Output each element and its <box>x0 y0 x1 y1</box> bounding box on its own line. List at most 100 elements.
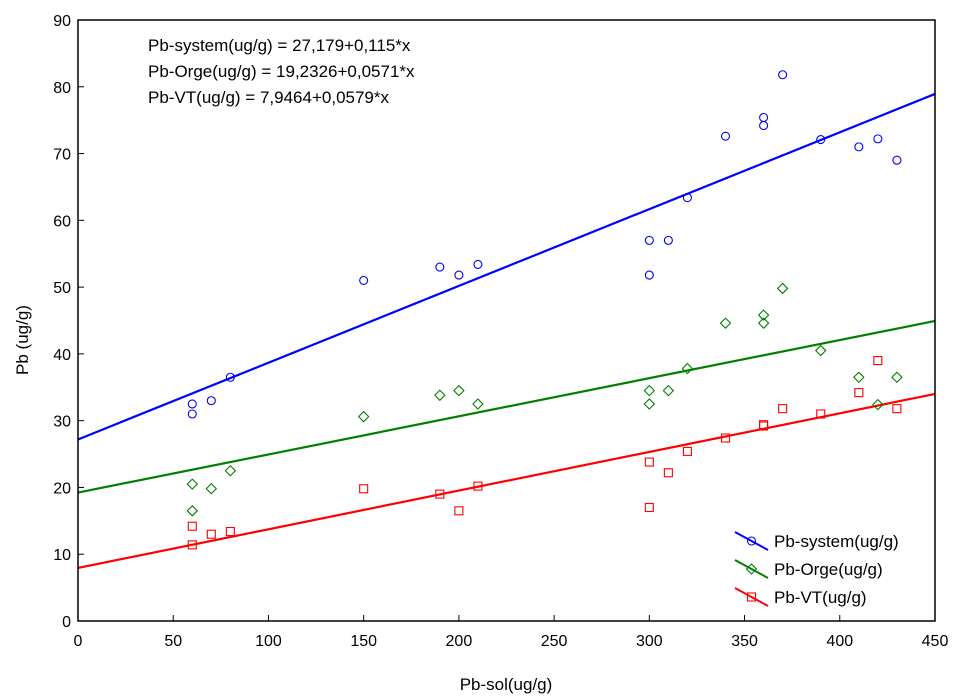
x-tick-label-5: 250 <box>541 633 568 650</box>
data-point-s1-16 <box>814 344 827 357</box>
y-tick-label-0: 0 <box>62 614 71 631</box>
data-point-s2-1 <box>187 540 197 550</box>
data-point-s1-3 <box>224 464 237 477</box>
regression-line-0 <box>77 92 936 441</box>
data-point-s0-14 <box>759 120 769 131</box>
data-point-s0-2 <box>206 396 216 406</box>
data-point-s0-10 <box>663 235 673 245</box>
data-point-s1-14 <box>757 317 770 329</box>
x-tick-label-4: 200 <box>446 633 473 650</box>
y-axis-ticks: 0 10 20 30 40 50 60 70 80 90 <box>53 13 84 631</box>
data-point-s0-18 <box>873 134 883 144</box>
data-point-s0-13 <box>759 112 769 123</box>
data-point-s2-3 <box>225 526 235 537</box>
data-point-s1-15 <box>776 282 789 295</box>
x-tick-label-1: 50 <box>164 633 182 650</box>
x-tick-label-9: 450 <box>922 633 949 650</box>
y-tick-label-7: 70 <box>53 147 71 164</box>
regression-line-2 <box>77 392 936 570</box>
y-axis-label: Pb (ug/g) <box>13 305 32 375</box>
x-axis-label: Pb-sol(ug/g) <box>460 675 553 694</box>
legend-line-0 <box>734 531 769 551</box>
data-point-s1-17 <box>853 371 865 384</box>
data-point-s2-5 <box>435 489 445 499</box>
data-point-s2-8 <box>644 457 654 467</box>
data-point-s1-4 <box>357 410 370 423</box>
data-point-s1-7 <box>472 398 484 410</box>
data-point-s2-6 <box>454 506 464 516</box>
legend-marker-2 <box>746 592 757 602</box>
data-point-s1-12 <box>719 317 732 329</box>
data-point-s0-16 <box>816 134 826 145</box>
y-tick-label-8: 80 <box>53 80 71 97</box>
y-tick-label-1: 10 <box>53 547 71 564</box>
data-point-s0-8 <box>644 235 654 245</box>
data-point-s2-17 <box>854 388 864 398</box>
y-tick-label-5: 50 <box>53 280 71 297</box>
data-point-s2-11 <box>682 446 692 456</box>
data-point-s1-2 <box>205 483 218 495</box>
data-point-s2-12 <box>720 433 731 443</box>
legend-line-1 <box>734 559 769 579</box>
data-point-s1-19 <box>891 371 903 384</box>
y-tick-label-4: 40 <box>53 347 71 364</box>
x-tick-label-3: 150 <box>350 633 377 650</box>
y-tick-label-3: 30 <box>53 414 71 431</box>
data-point-s2-16 <box>816 409 826 419</box>
legend-line-2 <box>734 587 769 607</box>
data-point-s2-4 <box>359 484 369 494</box>
data-point-s2-7 <box>473 481 483 491</box>
data-point-s1-13 <box>757 309 770 321</box>
legend-marker-1 <box>745 563 758 575</box>
data-point-s0-7 <box>473 259 483 269</box>
data-point-s1-18 <box>872 398 884 411</box>
data-point-s1-1 <box>186 505 199 517</box>
data-point-s2-14 <box>759 420 769 430</box>
x-tick-label-8: 400 <box>826 633 853 650</box>
legend-background <box>729 520 934 612</box>
y-tick-label-6: 60 <box>53 213 71 230</box>
data-point-s2-10 <box>663 468 673 478</box>
data-point-s1-11 <box>681 362 694 375</box>
equation-pb-orge: Pb-Orge(ug/g) = 19,2326+0,0571*x <box>148 62 415 81</box>
data-point-s0-1 <box>187 409 197 419</box>
data-point-s0-12 <box>720 131 731 141</box>
data-point-s2-9 <box>644 502 654 513</box>
data-point-s0-11 <box>682 193 692 203</box>
legend-label-2: Pb-VT(ug/g) <box>774 588 867 607</box>
data-point-s0-17 <box>854 142 864 152</box>
data-point-s1-9 <box>643 398 656 410</box>
data-point-s1-6 <box>453 384 465 397</box>
data-point-s2-18 <box>873 356 883 366</box>
data-point-s1-0 <box>186 478 199 490</box>
data-point-s0-4 <box>359 275 369 285</box>
data-point-s0-5 <box>435 262 445 272</box>
regression-line-1 <box>77 319 936 494</box>
y-tick-label-9: 90 <box>53 13 71 30</box>
x-tick-label-0: 0 <box>74 633 83 650</box>
data-point-s1-10 <box>662 384 675 397</box>
data-point-s1-8 <box>643 384 656 397</box>
legend-label-1: Pb-Orge(ug/g) <box>774 560 883 579</box>
data-point-s0-9 <box>644 270 654 280</box>
data-point-s2-2 <box>206 529 216 539</box>
data-point-s0-0 <box>187 399 197 409</box>
regression-equations: Pb-system(ug/g) = 27,179+0,115*x Pb-Orge… <box>148 36 415 107</box>
data-points <box>186 70 903 550</box>
legend-marker-0 <box>746 536 757 546</box>
y-tick-label-2: 20 <box>53 480 71 497</box>
legend-label-0: Pb-system(ug/g) <box>774 532 899 551</box>
data-point-s2-15 <box>778 404 788 414</box>
data-point-s0-19 <box>892 155 902 165</box>
x-axis-ticks: 0 50 100 150 200 250 300 350 400 450 <box>74 615 949 650</box>
equation-pb-vt: Pb-VT(ug/g) = 7,9464+0,0579*x <box>148 88 389 107</box>
data-point-s2-19 <box>892 404 902 414</box>
equation-pb-system: Pb-system(ug/g) = 27,179+0,115*x <box>148 36 411 55</box>
regression-lines <box>77 92 936 570</box>
data-point-s2-0 <box>187 521 197 531</box>
x-tick-label-6: 300 <box>636 633 663 650</box>
x-tick-label-2: 100 <box>255 633 282 650</box>
data-point-s0-6 <box>454 270 464 280</box>
plot-area-frame <box>77 19 936 622</box>
